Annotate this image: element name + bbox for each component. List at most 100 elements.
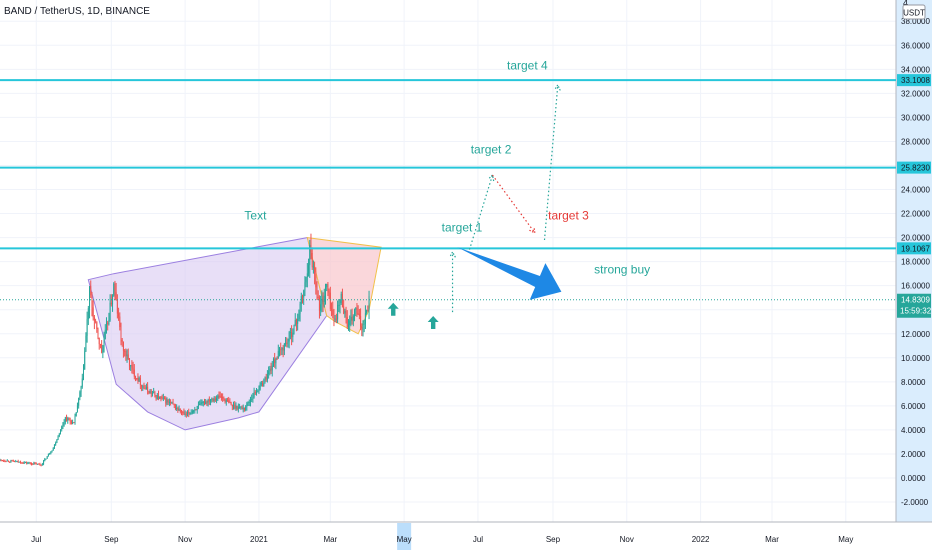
candle-body [205,401,207,405]
candle-body [183,412,185,415]
candle-body [11,460,13,462]
candle-body [237,406,239,410]
candle-body [248,402,250,404]
candle-body [43,460,45,464]
candle-body [50,452,52,454]
candle-body [164,397,166,399]
candle-body [239,406,241,408]
time-tick-label: Nov [620,535,634,544]
candle-body [276,358,278,360]
candle-body [14,461,16,463]
candle-body [279,348,281,351]
candle-body [12,460,14,462]
candle-body [91,295,93,308]
currency-button[interactable] [902,4,926,20]
candle-body [240,406,242,408]
level-price-label: 33.1008 [901,76,930,85]
candle-body [203,401,205,405]
price-axis[interactable]: -2.0000 0.0000 2.0000 4.0000 6.0000 8.0000 10.… [897,17,932,507]
candle-body [177,408,179,411]
candle-body [103,339,105,346]
price-tick-label: 22.0000 [901,210,930,219]
candle-body [176,408,178,410]
price-tick-label: 16.0000 [901,282,930,291]
candle-body [33,463,35,465]
candle-body [208,399,210,402]
candle-body [78,397,80,406]
candle-body [55,442,57,445]
candle-body [303,290,305,298]
annotation-labels: Text target 1 target 2 target 3 target 4 stro… [244,58,650,276]
candle-body [61,426,63,430]
horizontal-levels[interactable] [0,79,896,301]
candle-body [254,392,256,394]
candle-body [350,316,352,321]
candle-body [207,399,209,403]
candle-body [195,409,197,411]
price-axis-background[interactable] [895,0,932,522]
candle-body [49,453,51,455]
candle-body [41,463,43,466]
annotation-label: target 4 [507,58,548,72]
price-tick-label: 34.0000 [901,65,930,74]
candle-body [22,462,24,464]
candle-body [120,327,122,340]
price-tick-label: 24.0000 [901,186,930,195]
candle-body [206,401,208,403]
candle-body [102,345,104,353]
time-tick-label: Jul [31,535,41,544]
candle-body [286,342,288,344]
candle-body [229,402,231,404]
candle-body [213,398,215,402]
candle-body [260,383,262,385]
candle-body [141,385,143,387]
candle-body [136,378,138,380]
price-tick-label: 10.0000 [901,354,930,363]
candle-body [332,309,334,315]
candle-body [5,461,7,463]
currency-button-label[interactable]: USDT [903,9,925,18]
candle-body [81,378,83,387]
time-axis[interactable]: Jul Sep Nov 2021 Mar May Jul Sep Nov 2022 Mar May [0,521,932,550]
price-tick-label: 36.0000 [901,41,930,50]
candle-body [119,316,121,328]
candle-body [60,429,61,435]
candle-body [32,464,34,466]
projection-path [468,174,494,250]
candle-body [258,389,260,392]
candle-body [297,318,299,324]
candle-body [173,404,175,406]
candle-body [92,307,94,318]
candle-body [223,398,225,400]
candle-body [320,304,322,311]
candle-body [10,460,12,462]
candle-body [312,266,314,268]
candle-body [323,295,325,302]
candlestick-series [0,233,370,467]
candle-body [114,283,116,293]
candle-body [95,320,97,322]
candle-body [24,462,26,464]
candle-body [266,374,268,380]
candle-body [352,316,354,321]
projection-arrowhead [553,83,561,91]
candle-body [135,376,137,379]
candle-body [360,315,362,327]
price-axis-range-highlight[interactable] [896,0,932,522]
candle-body [306,273,308,278]
candle-body [124,350,126,352]
candle-body [259,383,261,390]
candle-body [158,395,160,399]
candle-body [40,464,42,466]
candle-body [333,314,335,319]
annotation-label: target 1 [442,221,483,235]
candle-body [82,369,84,379]
candle-body [311,253,313,268]
candle-body [302,296,303,298]
time-tick-label: Nov [178,535,192,544]
candle-body [222,396,224,399]
candle-body [165,398,167,404]
candle-body [329,292,331,309]
candle-body [334,318,336,320]
candle-body [328,290,330,293]
